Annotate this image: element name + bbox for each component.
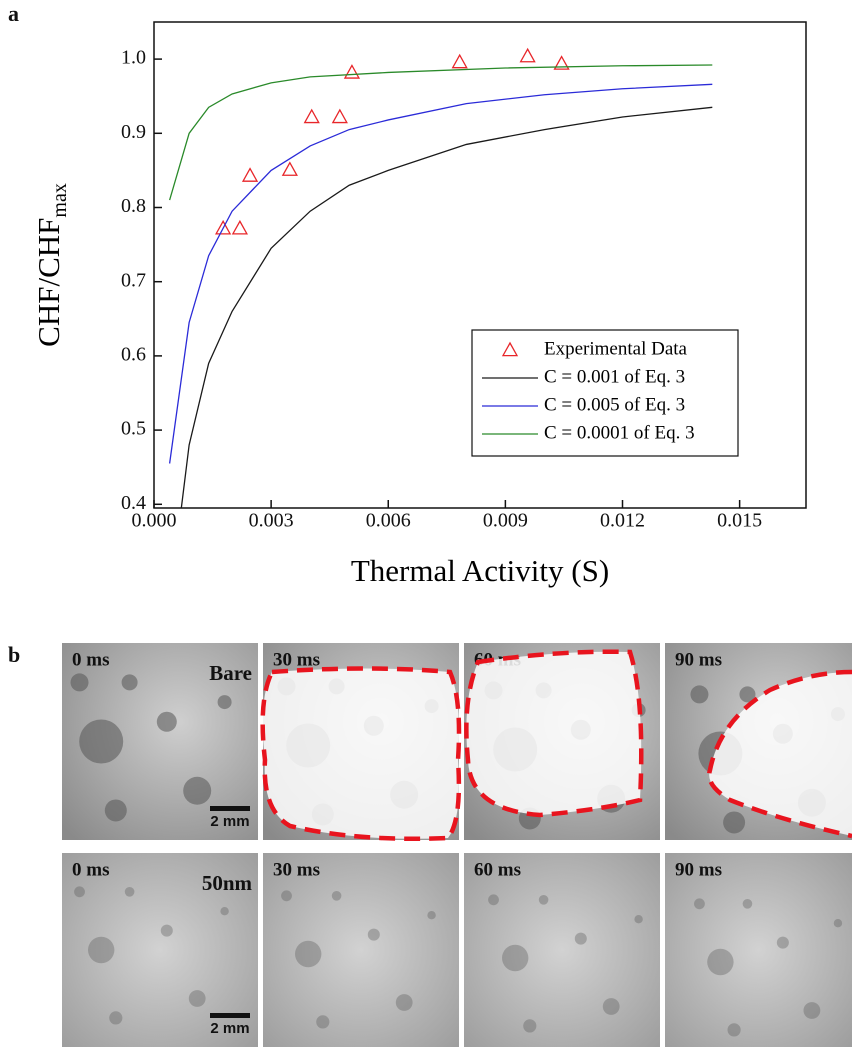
bubble <box>742 899 753 909</box>
bubble <box>707 948 734 976</box>
x-tick-label: 0.012 <box>600 510 645 532</box>
y-tick-label: 0.9 <box>121 121 146 143</box>
scale-bar <box>210 806 250 811</box>
bubble <box>331 891 342 901</box>
data-point <box>451 53 468 69</box>
bubble <box>183 776 212 805</box>
bubble <box>739 686 756 703</box>
bubble <box>295 940 322 968</box>
micrograph <box>263 853 459 1047</box>
bubble <box>88 936 115 964</box>
series-line <box>168 64 713 201</box>
x-tick-label: 0.000 <box>132 510 177 532</box>
data-point <box>303 108 320 124</box>
x-axis-label: Thermal Activity (S) <box>351 553 609 588</box>
y-tick-label: 0.4 <box>121 492 146 514</box>
scale-label: 2 mm <box>210 1020 249 1037</box>
time-label: 90 ms <box>675 859 722 880</box>
time-label: 0 ms <box>72 649 109 670</box>
bubble <box>79 719 124 764</box>
micrograph <box>464 853 660 1047</box>
data-point <box>343 64 361 79</box>
bubble <box>367 928 380 941</box>
legend-label: C = 0.005 of Eq. 3 <box>544 394 685 415</box>
data-point <box>331 108 348 124</box>
micrograph <box>665 853 852 1047</box>
data-point <box>241 167 259 182</box>
bubble <box>574 932 587 945</box>
bubble <box>727 1023 741 1037</box>
bubble <box>160 924 173 937</box>
y-axis-label: CHF/CHFmax <box>31 183 70 347</box>
bubble <box>316 1015 330 1029</box>
boiling-outline-dash <box>260 649 852 842</box>
chart-a: 0.000 0.003 0.006 0.009 0.012 0.015 0.4 0.5 0.6 0… <box>31 21 807 588</box>
bubble <box>104 799 127 822</box>
bubble <box>156 711 177 732</box>
series-line <box>168 83 713 464</box>
bubble <box>502 944 529 972</box>
bubble <box>488 894 499 906</box>
y-tick-label: 0.7 <box>121 269 146 291</box>
data-point <box>231 219 248 235</box>
bubble <box>634 915 643 924</box>
scale-label: 2 mm <box>210 813 249 830</box>
bubble <box>121 674 138 691</box>
bubble <box>723 811 746 834</box>
time-label: 60 ms <box>474 859 521 880</box>
legend-label: C = 0.001 of Eq. 3 <box>544 366 685 387</box>
sample-label: 50nm <box>202 871 253 895</box>
bubble <box>427 911 436 920</box>
panel-label: a <box>8 1 19 26</box>
y-tick-label: 0.6 <box>121 343 146 365</box>
legend-marker <box>501 341 519 357</box>
bubble <box>803 1002 821 1019</box>
bubble <box>602 998 620 1015</box>
bubble <box>124 887 135 897</box>
bubble <box>690 685 709 704</box>
bubble <box>395 994 413 1011</box>
boiling-outline <box>262 651 852 839</box>
x-tick-label: 0.015 <box>717 510 762 532</box>
y-tick-label: 0.8 <box>121 195 146 217</box>
x-tick-label: 0.003 <box>249 510 294 532</box>
sample-label: Bare <box>209 661 252 685</box>
time-label: 30 ms <box>273 649 320 670</box>
bubble <box>74 886 85 898</box>
bubble <box>538 895 549 905</box>
data-point <box>553 55 570 70</box>
panel-label: b <box>8 642 20 667</box>
bubble <box>188 990 206 1007</box>
bubble <box>220 907 229 916</box>
series-line <box>180 106 713 509</box>
bubble <box>523 1019 537 1033</box>
legend-label: Experimental Data <box>544 338 688 359</box>
y-axis-label-sub: max <box>49 183 71 217</box>
bubble <box>217 695 232 710</box>
time-label: 0 ms <box>72 859 109 880</box>
y-axis-label-main: CHF/CHF <box>31 218 66 347</box>
plot-frame <box>153 21 807 509</box>
y-tick-label: 0.5 <box>121 418 146 440</box>
time-label: 30 ms <box>273 859 320 880</box>
bubble <box>70 673 89 692</box>
y-tick-label: 1.0 <box>121 47 146 69</box>
x-tick-label: 0.009 <box>483 510 528 532</box>
data-point <box>519 47 536 63</box>
legend-box <box>471 329 739 457</box>
data-point <box>214 219 232 235</box>
bubble <box>694 898 705 910</box>
bubble <box>109 1011 123 1025</box>
data-point <box>281 161 298 176</box>
x-tick-label: 0.006 <box>366 510 411 532</box>
time-label: 90 ms <box>675 649 722 670</box>
bubble <box>776 936 789 949</box>
scale-bar <box>210 1013 250 1018</box>
bubble <box>281 890 292 902</box>
bubble <box>833 919 843 928</box>
legend-label: C = 0.0001 of Eq. 3 <box>544 422 695 443</box>
